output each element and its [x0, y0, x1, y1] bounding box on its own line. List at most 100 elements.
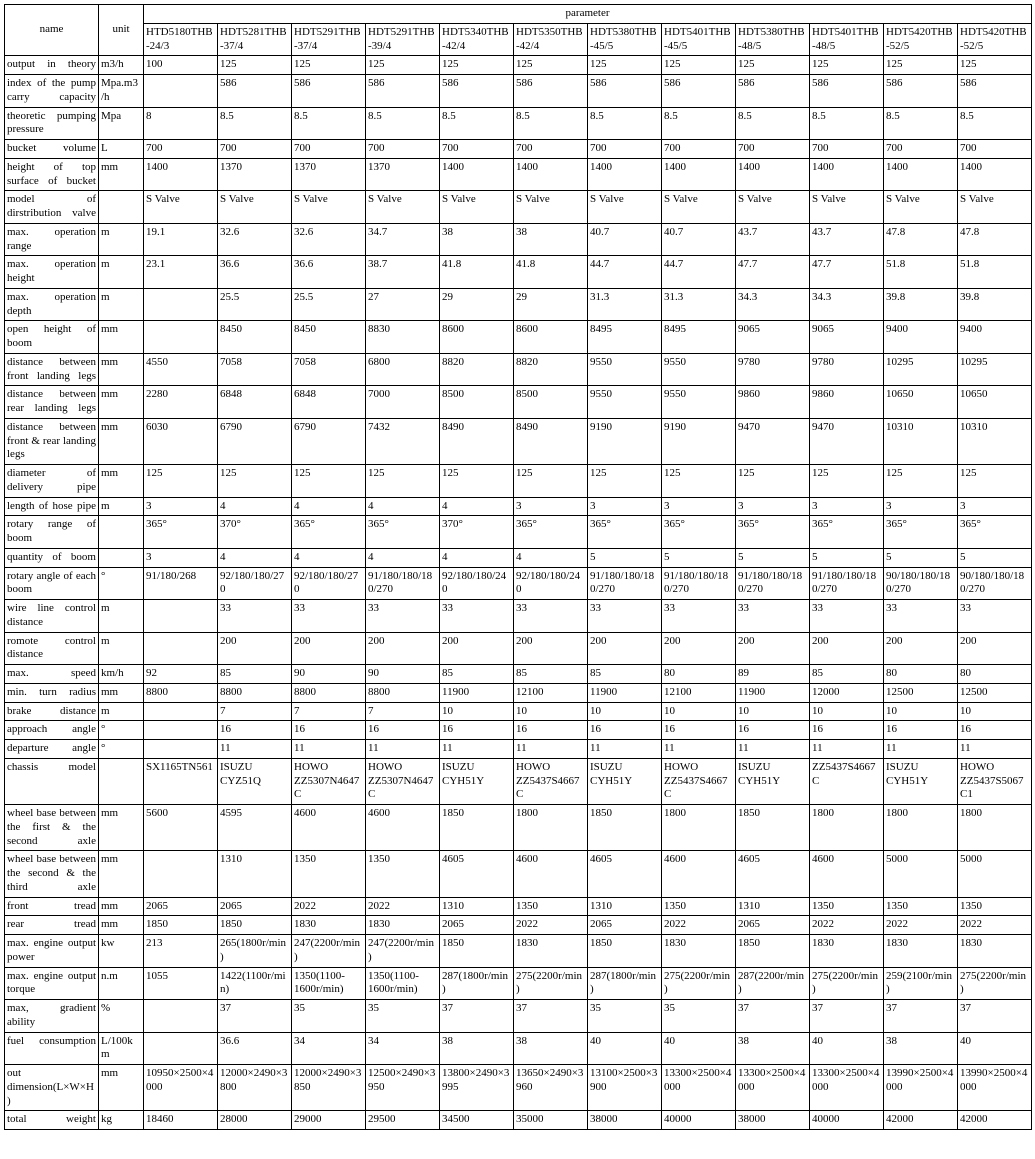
param-value: 586 [884, 75, 958, 108]
table-row: total weightkg18460280002900029500345003… [5, 1111, 1032, 1130]
param-value: 4600 [662, 851, 736, 897]
param-value: 91/180/268 [144, 567, 218, 600]
table-row: distance between front & rear landing le… [5, 418, 1032, 464]
param-value: 8800 [366, 683, 440, 702]
param-value [144, 321, 218, 354]
param-value: 8.5 [736, 107, 810, 140]
param-value: 10310 [958, 418, 1032, 464]
param-value: 125 [218, 465, 292, 498]
param-value: 4 [514, 548, 588, 567]
param-value: 37 [514, 1000, 588, 1033]
param-value: 200 [218, 632, 292, 665]
param-value: 11 [440, 740, 514, 759]
param-value: 33 [958, 600, 1032, 633]
param-value: 13300×2500×4000 [810, 1065, 884, 1111]
param-value: 8600 [514, 321, 588, 354]
param-value: 34 [292, 1032, 366, 1065]
param-value: 3 [884, 497, 958, 516]
param-value: 8820 [514, 353, 588, 386]
param-value: 91/180/180/180/270 [736, 567, 810, 600]
param-value: 40 [662, 1032, 736, 1065]
param-value: 13100×2500×3900 [588, 1065, 662, 1111]
param-value: 16 [884, 721, 958, 740]
param-value: 35 [588, 1000, 662, 1033]
table-row: max, gradient ability%373535373735353737… [5, 1000, 1032, 1033]
param-value: 90 [366, 665, 440, 684]
param-value: 9550 [662, 386, 736, 419]
param-value: 9550 [662, 353, 736, 386]
param-value: 6800 [366, 353, 440, 386]
param-name: front tread [5, 897, 99, 916]
param-unit: mm [99, 851, 144, 897]
param-value: 5 [884, 548, 958, 567]
param-value: 37 [884, 1000, 958, 1033]
param-value: 80 [662, 665, 736, 684]
param-value: 10650 [958, 386, 1032, 419]
param-value: 1350(1100-1600r/min) [366, 967, 440, 1000]
param-value: 43.7 [736, 223, 810, 256]
param-value: 5 [810, 548, 884, 567]
param-value: 4 [292, 497, 366, 516]
param-unit: km/h [99, 665, 144, 684]
param-value: 34 [366, 1032, 440, 1065]
table-row: rear treadmm1850185018301830206520222065… [5, 916, 1032, 935]
model-header: HDT5380THB-45/5 [588, 23, 662, 56]
param-unit: mm [99, 158, 144, 191]
param-value: 34.7 [366, 223, 440, 256]
param-value: 365° [810, 516, 884, 549]
param-value: 85 [588, 665, 662, 684]
param-value: ISUZU CYH51Y [736, 758, 810, 804]
param-value: 31.3 [588, 288, 662, 321]
param-value: 1350 [810, 897, 884, 916]
param-value: 4600 [366, 805, 440, 851]
param-value: 1350 [514, 897, 588, 916]
param-value: 1800 [514, 805, 588, 851]
param-value: 2022 [810, 916, 884, 935]
param-value: 8.5 [366, 107, 440, 140]
param-value: 19.1 [144, 223, 218, 256]
param-value: 125 [588, 56, 662, 75]
param-value: 37 [736, 1000, 810, 1033]
param-value: S Valve [514, 191, 588, 224]
param-value: 700 [958, 140, 1032, 159]
table-row: height of top surface of bucketmm1400137… [5, 158, 1032, 191]
param-value: 85 [810, 665, 884, 684]
param-name: max. operation range [5, 223, 99, 256]
param-value: 1830 [366, 916, 440, 935]
param-unit [99, 516, 144, 549]
param-value: 33 [810, 600, 884, 633]
param-name: fuel consumption [5, 1032, 99, 1065]
param-value: 37 [810, 1000, 884, 1033]
param-value: 91/180/180/180/270 [810, 567, 884, 600]
param-value: 85 [514, 665, 588, 684]
param-value: 1400 [514, 158, 588, 191]
table-row: max. operation depthm25.525.527292931.33… [5, 288, 1032, 321]
param-value: 1830 [884, 935, 958, 968]
param-value: 2022 [292, 897, 366, 916]
param-value: S Valve [588, 191, 662, 224]
param-value: 125 [958, 465, 1032, 498]
param-value: 365° [662, 516, 736, 549]
param-value: 7000 [366, 386, 440, 419]
param-value: 9550 [588, 353, 662, 386]
param-value: 4 [440, 497, 514, 516]
model-header: HDT5420THB-52/5 [958, 23, 1032, 56]
param-value: 38000 [588, 1111, 662, 1130]
param-value: 700 [662, 140, 736, 159]
param-name: departure angle [5, 740, 99, 759]
param-unit: ° [99, 740, 144, 759]
table-row: min. turn radiusmm8800880088008800119001… [5, 683, 1032, 702]
param-value: 10 [958, 702, 1032, 721]
param-value: 90/180/180/180/270 [958, 567, 1032, 600]
param-value: HOWO ZZ5437S4667C [662, 758, 736, 804]
param-value: 16 [366, 721, 440, 740]
param-value: 44.7 [588, 256, 662, 289]
param-value: 125 [366, 56, 440, 75]
param-value: 2280 [144, 386, 218, 419]
param-value: 41.8 [514, 256, 588, 289]
param-value: 4 [366, 548, 440, 567]
param-value: 8495 [662, 321, 736, 354]
param-value: 10 [440, 702, 514, 721]
param-value: 7058 [218, 353, 292, 386]
param-value: 586 [958, 75, 1032, 108]
